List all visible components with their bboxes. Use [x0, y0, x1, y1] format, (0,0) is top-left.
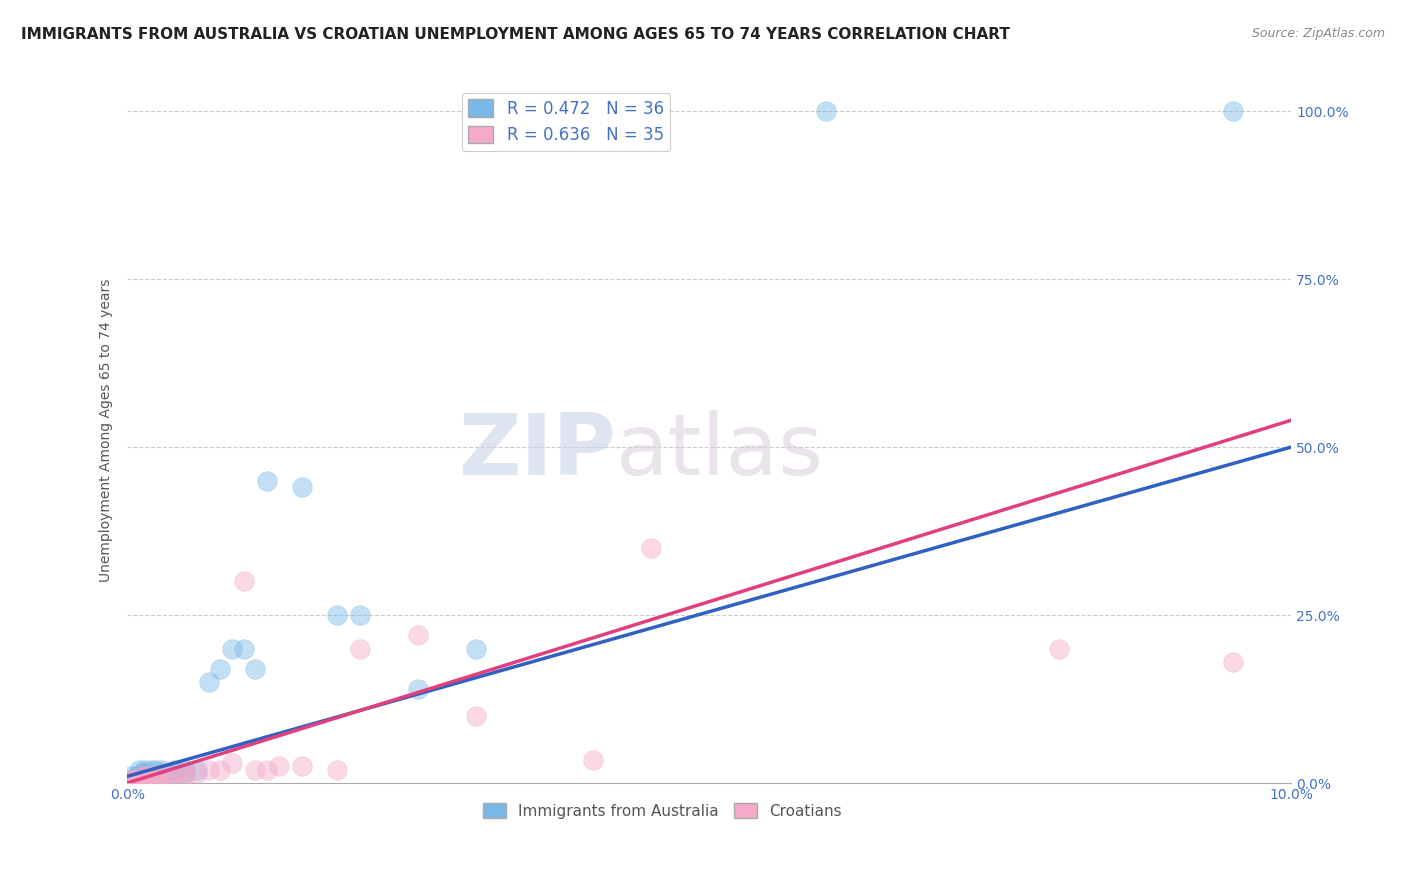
Point [221, 641, 243, 656]
Point [122, 772, 145, 787]
Point [197, 763, 219, 777]
Point [135, 769, 157, 783]
Legend: Immigrants from Australia, Croatians: Immigrants from Australia, Croatians [477, 797, 848, 825]
Point [150, 772, 173, 787]
Point [150, 766, 173, 780]
Point [174, 769, 197, 783]
Point [139, 769, 162, 783]
Point [139, 763, 162, 777]
Point [209, 763, 232, 777]
Point [326, 608, 349, 623]
Point [349, 641, 371, 656]
Point [221, 756, 243, 770]
Point [118, 772, 141, 787]
Point [465, 709, 488, 723]
Point [209, 662, 232, 676]
Point [326, 763, 349, 777]
Text: Source: ZipAtlas.com: Source: ZipAtlas.com [1251, 27, 1385, 40]
Point [465, 641, 488, 656]
Point [122, 772, 145, 787]
Point [197, 675, 219, 690]
Point [145, 763, 167, 777]
Point [406, 681, 429, 696]
Point [174, 763, 197, 777]
Point [150, 763, 173, 777]
Text: atlas: atlas [616, 410, 824, 493]
Point [267, 759, 290, 773]
Point [156, 769, 179, 783]
Point [128, 772, 150, 787]
Text: IMMIGRANTS FROM AUSTRALIA VS CROATIAN UNEMPLOYMENT AMONG AGES 65 TO 74 YEARS COR: IMMIGRANTS FROM AUSTRALIA VS CROATIAN UN… [21, 27, 1010, 42]
Y-axis label: Unemployment Among Ages 65 to 74 years: Unemployment Among Ages 65 to 74 years [100, 278, 114, 582]
Point [232, 574, 254, 589]
Point [129, 766, 152, 780]
Point [150, 766, 173, 780]
Point [163, 766, 186, 780]
Point [136, 772, 159, 787]
Point [163, 769, 186, 783]
Point [156, 766, 179, 780]
Point [232, 641, 254, 656]
Point [139, 769, 162, 783]
Point [134, 763, 156, 777]
Point [1047, 641, 1070, 656]
Point [131, 772, 153, 787]
Point [245, 662, 267, 676]
Point [814, 103, 837, 118]
Point [122, 772, 145, 787]
Point [174, 766, 197, 780]
Point [128, 763, 150, 777]
Point [121, 772, 143, 787]
Point [118, 772, 141, 787]
Point [186, 766, 208, 780]
Point [291, 480, 314, 494]
Point [120, 769, 142, 783]
Point [136, 769, 159, 783]
Point [145, 769, 167, 783]
Point [349, 608, 371, 623]
Point [186, 763, 208, 777]
Point [582, 752, 605, 766]
Point [256, 474, 278, 488]
Point [135, 766, 157, 780]
Point [291, 759, 314, 773]
Point [163, 763, 186, 777]
Point [1222, 655, 1244, 669]
Point [1222, 103, 1244, 118]
Point [129, 769, 152, 783]
Point [406, 628, 429, 642]
Point [125, 769, 148, 783]
Point [256, 763, 278, 777]
Point [128, 769, 150, 783]
Point [125, 772, 148, 787]
Point [132, 772, 155, 787]
Text: ZIP: ZIP [458, 410, 616, 493]
Point [245, 763, 267, 777]
Point [174, 766, 197, 780]
Point [640, 541, 662, 555]
Point [142, 769, 165, 783]
